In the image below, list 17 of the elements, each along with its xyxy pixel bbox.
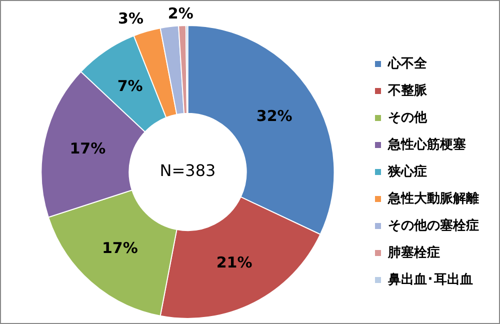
data-label: 17% — [70, 140, 106, 158]
text: N=383 — [160, 161, 216, 180]
data-label: 17% — [102, 238, 138, 257]
legend-label: 急性心筋梗塞 — [387, 136, 466, 152]
data-label: 7% — [117, 77, 143, 96]
legend-label: その他の塞栓症 — [388, 217, 479, 234]
data-label: 2% — [168, 4, 194, 23]
data-label: 3% — [118, 10, 144, 28]
legend-label: 狭心症 — [387, 163, 427, 180]
legend-label: 不整脈 — [387, 82, 428, 98]
legend-label: 鼻出血･耳出血 — [387, 271, 473, 288]
data-label: 21% — [216, 253, 252, 272]
data-label: 32% — [256, 106, 292, 125]
legend-label: 急性大動脈解離 — [387, 190, 479, 206]
legend-label: 肺塞栓症 — [387, 244, 440, 260]
legend-label: 心不全 — [387, 55, 428, 72]
legend-label: その他 — [388, 110, 428, 126]
